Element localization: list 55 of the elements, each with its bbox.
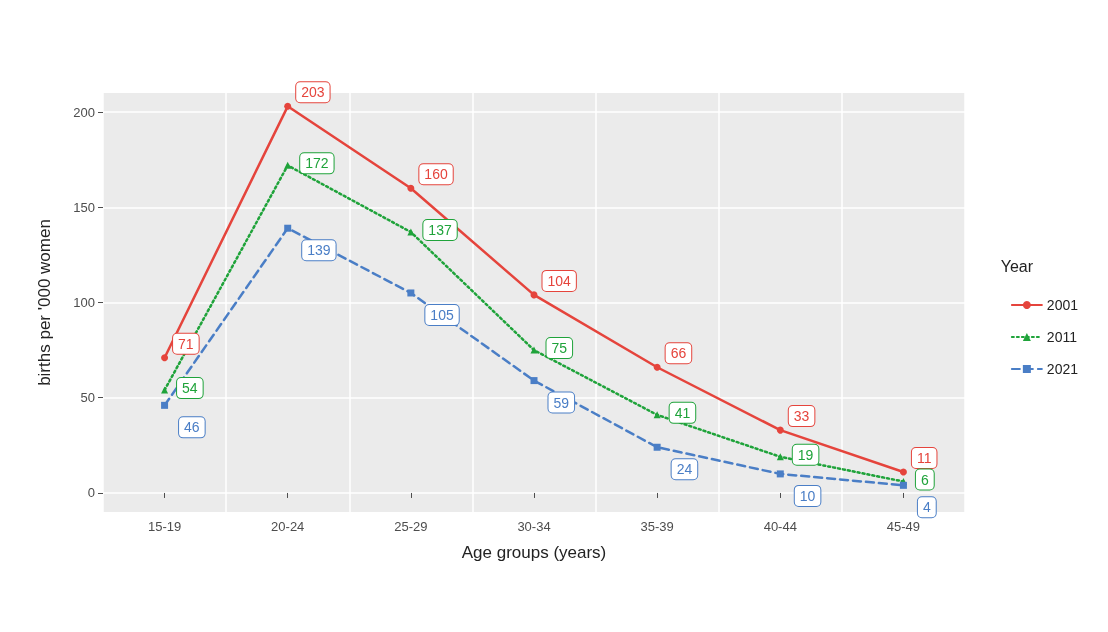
legend-label: 2011 bbox=[1046, 329, 1078, 345]
x-tick-label: 25-29 bbox=[394, 519, 428, 534]
data-label: 66 bbox=[670, 345, 687, 362]
point bbox=[407, 228, 415, 236]
point bbox=[899, 468, 907, 476]
legend-title: Year bbox=[1000, 257, 1034, 275]
point bbox=[284, 102, 292, 110]
data-label: 24 bbox=[676, 461, 693, 478]
data-label: 71 bbox=[178, 335, 194, 352]
data-label: 104 bbox=[547, 272, 572, 289]
data-label: 54 bbox=[182, 380, 198, 397]
data-label: 203 bbox=[301, 84, 325, 101]
x-axis-title: Age groups (years) bbox=[461, 543, 607, 562]
y-axis-title: births per '000 women bbox=[35, 219, 54, 386]
x-tick-label: 20-24 bbox=[271, 519, 305, 534]
data-label: 75 bbox=[551, 340, 568, 357]
y-tick-label: 0 bbox=[87, 485, 95, 501]
data-label: 10 bbox=[799, 487, 816, 504]
point bbox=[776, 426, 784, 434]
data-label: 11 bbox=[916, 450, 932, 466]
x-tick-label: 15-19 bbox=[147, 519, 182, 534]
data-label: 137 bbox=[428, 222, 452, 239]
point bbox=[161, 386, 169, 394]
data-label: 4 bbox=[922, 499, 931, 516]
y-tick-label: 50 bbox=[80, 390, 95, 406]
y-tick-label: 200 bbox=[73, 104, 95, 120]
point bbox=[284, 161, 292, 169]
point bbox=[776, 470, 784, 478]
x-tick-label: 30-34 bbox=[517, 519, 551, 534]
y-tick-label: 100 bbox=[73, 295, 95, 310]
point bbox=[530, 377, 538, 385]
x-tick-label: 45-49 bbox=[886, 519, 921, 534]
data-label: 6 bbox=[920, 471, 929, 488]
point bbox=[530, 346, 538, 354]
data-label: 172 bbox=[305, 155, 329, 172]
data-label: 46 bbox=[184, 419, 200, 436]
data-label: 160 bbox=[424, 166, 448, 183]
legend-label: 2021 bbox=[1046, 361, 1079, 377]
data-label: 105 bbox=[430, 306, 454, 323]
point bbox=[161, 354, 169, 362]
data-label: 19 bbox=[797, 446, 814, 463]
point bbox=[161, 401, 169, 409]
point bbox=[407, 289, 415, 297]
data-label: 59 bbox=[553, 394, 570, 411]
legend-label: 2001 bbox=[1046, 297, 1079, 313]
data-label: 139 bbox=[307, 242, 331, 259]
y-tick-label: 150 bbox=[73, 199, 95, 215]
x-tick-label: 40-44 bbox=[763, 519, 797, 534]
point bbox=[653, 443, 661, 451]
point bbox=[284, 224, 292, 232]
x-tick-label: 35-39 bbox=[640, 519, 674, 534]
point bbox=[407, 184, 415, 192]
point bbox=[653, 363, 661, 371]
data-label: 41 bbox=[674, 404, 691, 421]
data-label: 33 bbox=[793, 408, 810, 425]
